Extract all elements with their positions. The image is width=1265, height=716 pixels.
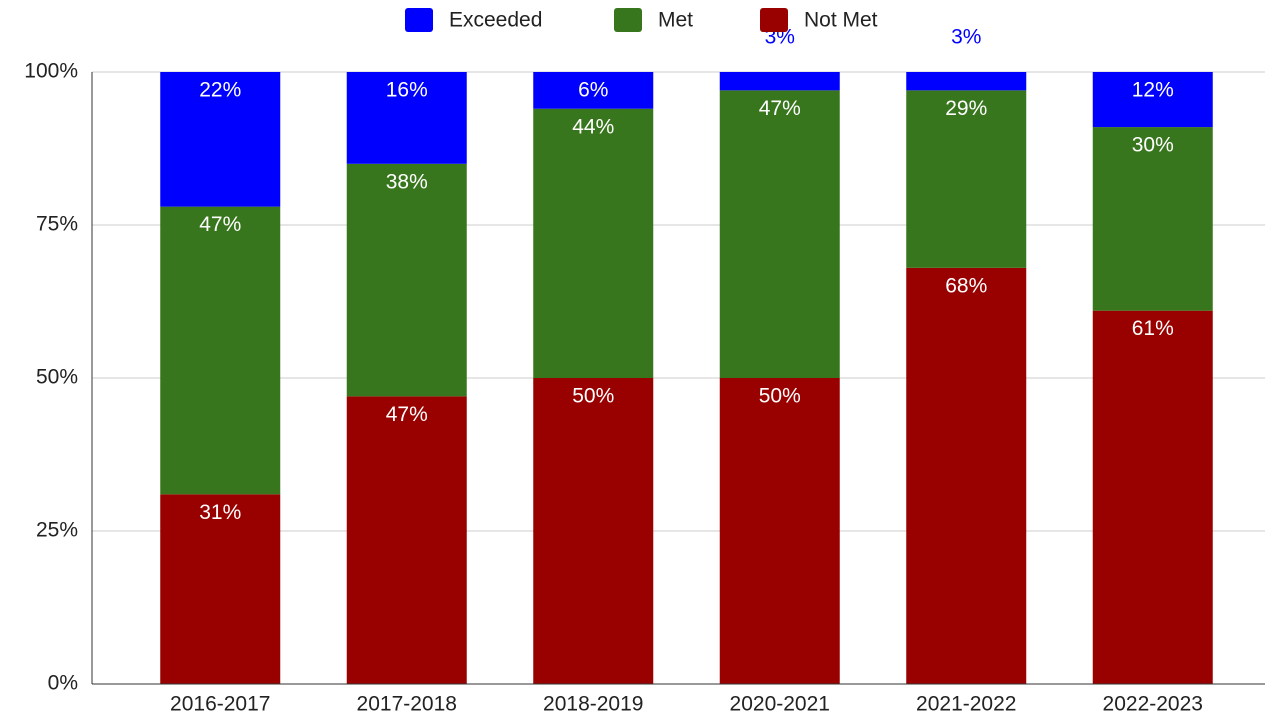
- data-label: 30%: [1132, 134, 1174, 157]
- bar-segment: [346, 396, 467, 684]
- data-label: 50%: [759, 385, 801, 408]
- x-tick-label: 2021-2022: [916, 693, 1016, 716]
- data-label: 47%: [386, 403, 428, 426]
- data-label: 16%: [386, 79, 428, 102]
- data-label: 44%: [572, 115, 614, 138]
- labels: 0% 25% 50% 75% 100% 2016-2017 31% 47% 22% 2017-20…: [24, 8, 1265, 716]
- legend-label: Exceeded: [449, 9, 542, 32]
- legend-label: Met: [658, 9, 693, 32]
- legend-swatch: [760, 8, 788, 32]
- y-tick-label: 100%: [24, 60, 78, 83]
- data-label: 50%: [572, 385, 614, 408]
- bar-segment: [160, 72, 281, 207]
- data-label: 61%: [1132, 317, 1174, 340]
- data-label: 12%: [1132, 79, 1174, 102]
- data-label: 38%: [386, 170, 428, 193]
- x-tick-label: 2020-2021: [730, 693, 830, 716]
- y-tick-label: 50%: [36, 366, 78, 389]
- data-label: 29%: [945, 97, 987, 120]
- bar-segment: [906, 267, 1027, 684]
- bar-segment: [346, 72, 467, 164]
- data-label: 6%: [578, 79, 608, 102]
- bar-segment: [533, 108, 654, 378]
- bar-segment: [906, 72, 1027, 91]
- y-tick-label: 75%: [36, 213, 78, 236]
- data-label: 22%: [199, 79, 241, 102]
- x-tick-label: 2017-2018: [357, 693, 457, 716]
- bar-segment: [160, 494, 281, 684]
- data-label: 68%: [945, 274, 987, 297]
- x-tick-label: 2022-2023: [1103, 693, 1203, 716]
- data-label: 31%: [199, 501, 241, 524]
- y-tick-label: 0%: [48, 672, 78, 695]
- bar-segment: [719, 378, 840, 684]
- bar-segment: [906, 90, 1027, 268]
- bar-segment: [719, 90, 840, 379]
- data-label: 3%: [951, 26, 981, 49]
- bar-segment: [160, 206, 281, 495]
- x-tick-label: 2016-2017: [170, 693, 270, 716]
- data-label: 47%: [759, 97, 801, 120]
- bar-segment: [533, 72, 654, 109]
- data-label: 47%: [199, 213, 241, 236]
- bar-segment: [1092, 127, 1213, 311]
- bar-segment: [346, 163, 467, 397]
- bars: [160, 72, 1213, 684]
- y-tick-label: 25%: [36, 519, 78, 542]
- bar-segment: [533, 378, 654, 684]
- bar-segment: [719, 72, 840, 91]
- legend-swatch: [405, 8, 433, 32]
- legend-label: Not Met: [804, 9, 878, 32]
- x-tick-label: 2018-2019: [543, 693, 643, 716]
- bar-segment: [1092, 72, 1213, 128]
- bar-segment: [1092, 310, 1213, 684]
- legend-swatch: [614, 8, 642, 32]
